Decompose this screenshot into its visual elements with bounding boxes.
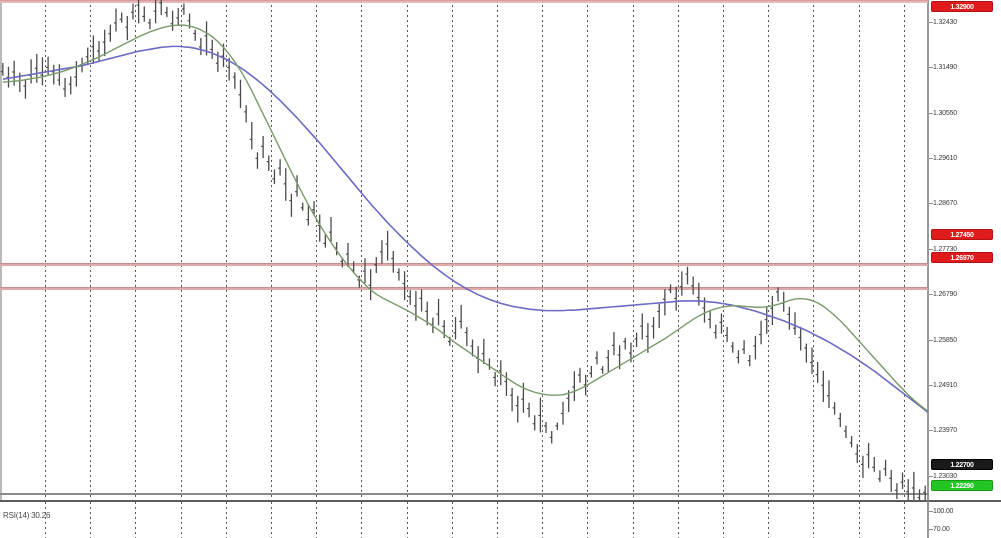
- candlestick-bars: [0, 0, 926, 500]
- price-series-plot: [0, 0, 928, 500]
- rsi-indicator-panel[interactable]: RSI(14) 30.26: [0, 500, 928, 538]
- level-line-upper-resistance: [0, 0, 928, 3]
- price-badge-red[interactable]: 1.32900: [931, 1, 993, 12]
- vgrid-line: [271, 0, 272, 500]
- rsi-vgrid-line: [135, 502, 137, 538]
- vgrid-line: [135, 0, 137, 500]
- rsi-axis[interactable]: 100.00 70.00: [928, 500, 1001, 538]
- rsi-vgrid-line: [632, 502, 634, 538]
- rsi-vgrid-line: [542, 502, 544, 538]
- fast-moving-average-line: [2, 24, 928, 412]
- price-tick-125850: 1.25850: [929, 336, 957, 344]
- vgrid-line: [406, 0, 408, 500]
- price-tick-131490: 1.31490: [929, 64, 957, 72]
- price-tick-123970: 1.23970: [929, 427, 957, 435]
- rsi-vgrid-line: [90, 502, 92, 538]
- vgrid-line: [361, 0, 363, 500]
- vgrid-line: [45, 0, 46, 500]
- rsi-vgrid-line: [768, 502, 770, 538]
- price-axis[interactable]: 1.32430 1.31490 1.30550 1.29610 1.28670 1.277…: [928, 0, 1001, 500]
- chart-left-border: [0, 0, 2, 500]
- rsi-vgrid-line: [497, 502, 498, 538]
- vgrid-line: [90, 0, 92, 500]
- price-badge-red[interactable]: 1.26970: [931, 252, 993, 263]
- price-badge-black[interactable]: 1.22700: [931, 459, 993, 470]
- rsi-tick-70: 70.00: [929, 526, 950, 533]
- rsi-vgrid-line: [903, 502, 905, 538]
- price-tick-127730: 1.27730: [929, 245, 957, 253]
- vgrid-line: [180, 0, 182, 500]
- vgrid-line: [587, 0, 589, 500]
- price-badge-red[interactable]: 1.27450: [931, 229, 993, 240]
- rsi-vgrid-line: [813, 502, 815, 538]
- rsi-vgrid-line: [225, 502, 227, 538]
- vgrid-line: [858, 0, 860, 500]
- moving-average-slow-path: [2, 45, 928, 414]
- rsi-vgrid-line: [180, 502, 182, 538]
- rsi-vgrid-line: [451, 502, 453, 538]
- vgrid-line: [451, 0, 453, 500]
- price-tick-123030: 1.23030: [929, 472, 957, 480]
- price-tick-126790: 1.26790: [929, 291, 957, 299]
- vgrid-line: [813, 0, 815, 500]
- price-badge-green[interactable]: 1.22290: [931, 480, 993, 491]
- slow-moving-average-line: [2, 45, 928, 414]
- vgrid-line: [497, 0, 498, 500]
- rsi-indicator-label: RSI(14) 30.26: [3, 511, 51, 520]
- rsi-tick-100: 100.00: [928, 508, 954, 515]
- vgrid-line: [903, 0, 905, 500]
- price-tick-132430: 1.32430: [929, 18, 957, 26]
- rsi-vgrid-line: [361, 502, 363, 538]
- rsi-vgrid-line: [587, 502, 589, 538]
- vgrid-line: [723, 0, 724, 500]
- vgrid-line: [677, 0, 679, 500]
- moving-average-fast-path: [2, 24, 928, 412]
- rsi-vgrid-line: [316, 502, 318, 538]
- level-line-resistance-1: [0, 263, 928, 267]
- rsi-vgrid-line: [677, 502, 679, 538]
- price-tick-124910: 1.24910: [929, 382, 957, 389]
- price-tick-128670: 1.28670: [929, 200, 957, 208]
- level-line-current-price: [0, 492, 928, 495]
- rsi-vgrid-line: [406, 502, 408, 538]
- rsi-vgrid-line: [45, 502, 46, 538]
- price-tick-130550: 1.30550: [929, 109, 957, 117]
- vgrid-line: [542, 0, 544, 500]
- vgrid-line: [225, 0, 227, 500]
- rsi-vgrid-line: [858, 502, 860, 538]
- price-tick-129610: 1.29610: [929, 154, 957, 162]
- vgrid-line: [768, 0, 770, 500]
- price-chart-panel[interactable]: [0, 0, 928, 517]
- rsi-vgrid-line: [271, 502, 272, 538]
- vgrid-line: [632, 0, 634, 500]
- rsi-vgrid-line: [723, 502, 724, 538]
- vgrid-line: [316, 0, 318, 500]
